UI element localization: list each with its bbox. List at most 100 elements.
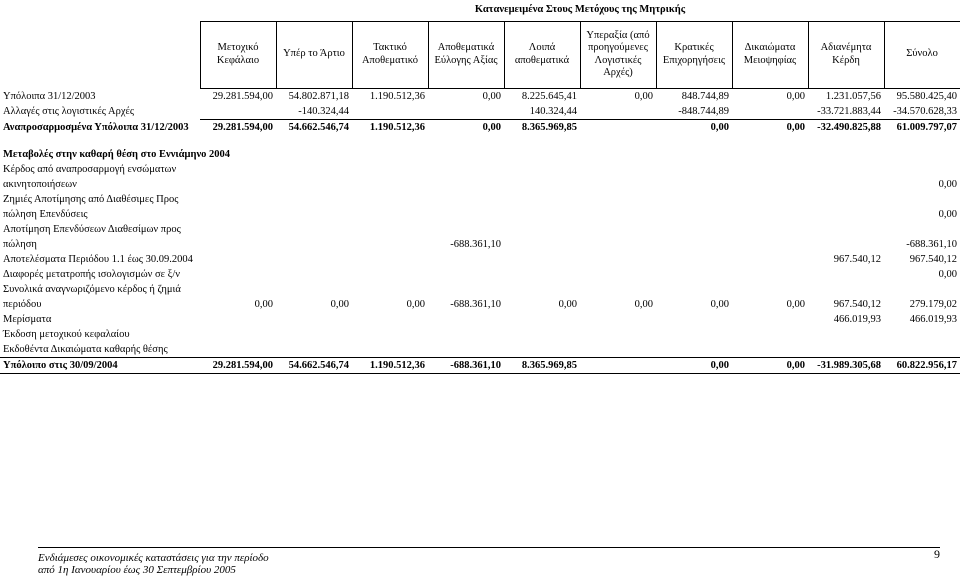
cell bbox=[808, 282, 884, 297]
cell: -31.989.305,68 bbox=[808, 357, 884, 373]
cell: 0,00 bbox=[732, 297, 808, 312]
cell: 0,00 bbox=[428, 119, 504, 135]
cell bbox=[656, 282, 732, 297]
cell bbox=[732, 222, 808, 237]
cell bbox=[504, 282, 580, 297]
cell: 0,00 bbox=[580, 297, 656, 312]
equity-table: Κατανεμειμένα Στους Μετόχους της Μητρική… bbox=[0, 0, 960, 374]
footer-line1: Ενδιάμεσες οικονομικές καταστάσεις για τ… bbox=[38, 552, 269, 564]
cell bbox=[580, 357, 656, 373]
cell bbox=[808, 267, 884, 282]
cell bbox=[504, 192, 580, 207]
table-row: ακινητοποιήσεων0,00 bbox=[0, 177, 960, 192]
cell: 967.540,12 bbox=[808, 252, 884, 267]
cell bbox=[884, 222, 960, 237]
cell: 466.019,93 bbox=[808, 312, 884, 327]
cell bbox=[428, 222, 504, 237]
row-label: Αποτελέσματα Περιόδου 1.1 έως 30.09.2004 bbox=[0, 252, 200, 267]
table-caption: Κατανεμειμένα Στους Μετόχους της Μητρική… bbox=[200, 0, 960, 21]
cell: -33.721.883,44 bbox=[808, 104, 884, 120]
col-surplus: Υπεραξία (από προηγούμενες Λογιστικές Αρ… bbox=[580, 21, 656, 88]
row-label: περιόδου bbox=[0, 297, 200, 312]
row-label: Αποτίμηση Επενδύσεων Διαθεσίμων προς bbox=[0, 222, 200, 237]
cell bbox=[656, 207, 732, 222]
cell bbox=[352, 267, 428, 282]
cell bbox=[580, 177, 656, 192]
cell: 0,00 bbox=[580, 88, 656, 104]
cell bbox=[428, 282, 504, 297]
cell bbox=[808, 177, 884, 192]
row-label: Μερίσματα bbox=[0, 312, 200, 327]
cell bbox=[200, 327, 276, 342]
row-label: Κέρδος από αναπροσαρμογή ενσώματων bbox=[0, 162, 200, 177]
cell bbox=[200, 104, 276, 120]
cell bbox=[808, 327, 884, 342]
cell: 60.822.956,17 bbox=[884, 357, 960, 373]
cell bbox=[200, 192, 276, 207]
cell: 967.540,12 bbox=[808, 297, 884, 312]
cell bbox=[200, 207, 276, 222]
row-label: Έκδοση μετοχικού κεφαλαίου bbox=[0, 327, 200, 342]
table-row: Αλλαγές στις λογιστικές Αρχές-140.324,44… bbox=[0, 104, 960, 120]
cell bbox=[276, 342, 352, 358]
cell bbox=[276, 312, 352, 327]
cell bbox=[732, 327, 808, 342]
cell: -688.361,10 bbox=[428, 357, 504, 373]
cell bbox=[276, 282, 352, 297]
cell bbox=[276, 162, 352, 177]
section-title: Μεταβολές στην καθαρή θέση στο Εννιάμηνο… bbox=[0, 141, 960, 162]
cell: 29.281.594,00 bbox=[200, 119, 276, 135]
cell bbox=[580, 119, 656, 135]
cell bbox=[504, 267, 580, 282]
cell: 466.019,93 bbox=[884, 312, 960, 327]
cell bbox=[656, 252, 732, 267]
table-row: Υπόλοιπα 31/12/200329.281.594,0054.802.8… bbox=[0, 88, 960, 104]
cell bbox=[580, 342, 656, 358]
cell bbox=[884, 327, 960, 342]
cell bbox=[352, 312, 428, 327]
cell bbox=[656, 327, 732, 342]
row-label: Αναπροσαρμοσμένα Υπόλοιπα 31/12/2003 bbox=[0, 119, 200, 135]
cell bbox=[656, 342, 732, 358]
table-row: Αποτίμηση Επενδύσεων Διαθεσίμων προς bbox=[0, 222, 960, 237]
cell: -848.744,89 bbox=[656, 104, 732, 120]
cell bbox=[428, 252, 504, 267]
col-minority: Δικαιώματα Μειοψηφίας bbox=[732, 21, 808, 88]
row-label: ακινητοποιήσεων bbox=[0, 177, 200, 192]
cell: 0,00 bbox=[732, 88, 808, 104]
cell: 0,00 bbox=[276, 297, 352, 312]
cell: 0,00 bbox=[656, 119, 732, 135]
row-label: πώληση Επενδύσεις bbox=[0, 207, 200, 222]
cell: 0,00 bbox=[352, 297, 428, 312]
cell bbox=[352, 327, 428, 342]
table-row: Εκδοθέντα Δικαιώματα καθαρής θέσης bbox=[0, 342, 960, 358]
cell: -688.361,10 bbox=[884, 237, 960, 252]
cell bbox=[352, 162, 428, 177]
cell: -688.361,10 bbox=[428, 237, 504, 252]
cell bbox=[656, 237, 732, 252]
col-other: Λοιπά αποθεματικά bbox=[504, 21, 580, 88]
cell bbox=[884, 192, 960, 207]
table-row: Αποτελέσματα Περιόδου 1.1 έως 30.09.2004… bbox=[0, 252, 960, 267]
table-row: Συνολικά αναγνωριζόμενο κέρδος ή ζημιά bbox=[0, 282, 960, 297]
footer: Ενδιάμεσες οικονομικές καταστάσεις για τ… bbox=[38, 547, 940, 576]
col-retained: Αδιανέμητα Κέρδη bbox=[808, 21, 884, 88]
cell: -688.361,10 bbox=[428, 297, 504, 312]
row-label: Υπόλοιπα 31/12/2003 bbox=[0, 88, 200, 104]
cell: -34.570.628,33 bbox=[884, 104, 960, 120]
cell bbox=[656, 177, 732, 192]
cell bbox=[656, 192, 732, 207]
table-row: Υπόλοιπο στις 30/09/200429.281.594,0054.… bbox=[0, 357, 960, 373]
column-headers: Μετοχικό Κεφάλαιο Υπέρ το Άρτιο Τακτικό … bbox=[0, 21, 960, 88]
cell bbox=[352, 177, 428, 192]
cell bbox=[504, 177, 580, 192]
cell bbox=[504, 207, 580, 222]
cell bbox=[428, 207, 504, 222]
table-row: Διαφορές μετατροπής ισολογισμών σε ξ/ν0,… bbox=[0, 267, 960, 282]
row-label: Εκδοθέντα Δικαιώματα καθαρής θέσης bbox=[0, 342, 200, 358]
table-row: πώληση Επενδύσεις0,00 bbox=[0, 207, 960, 222]
cell bbox=[580, 162, 656, 177]
cell: 0,00 bbox=[884, 267, 960, 282]
cell bbox=[580, 252, 656, 267]
cell bbox=[352, 207, 428, 222]
